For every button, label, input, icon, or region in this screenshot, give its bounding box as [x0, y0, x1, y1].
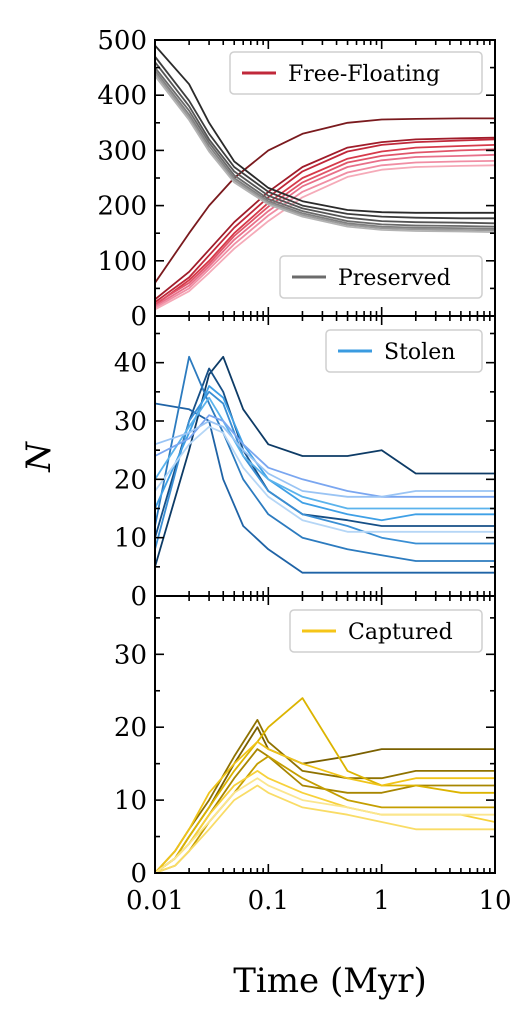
legend-box	[229, 51, 483, 95]
series-group	[155, 355, 495, 574]
y-tick-label: 10	[114, 524, 147, 554]
series-group	[155, 44, 495, 311]
preserved-line-15	[155, 75, 495, 233]
captured-line-8	[155, 784, 495, 873]
y-tick-label: 0	[130, 302, 147, 332]
y-axis-label: N	[19, 441, 59, 473]
legend-captured: Captured	[289, 609, 483, 653]
panels: 0100200300400500Free-FloatingPreserved01…	[97, 26, 511, 916]
preserved-line-14	[155, 72, 495, 232]
legend-free-floating: Free-Floating	[229, 51, 483, 95]
legend-stolen: Stolen	[325, 329, 483, 373]
captured-line-6	[155, 740, 495, 873]
y-tick-label: 0	[130, 582, 147, 612]
free-floating-line-5	[155, 148, 495, 305]
series-group	[155, 697, 495, 873]
plot-frame	[154, 595, 496, 874]
y-tick-label: 20	[114, 465, 147, 495]
stolen-line-5	[155, 390, 495, 550]
free-floating-line-8	[155, 164, 495, 311]
x-axis-label: Time (Myr)	[233, 961, 427, 1001]
legend-label: Captured	[348, 620, 453, 645]
captured-line-2	[155, 719, 495, 873]
stolen-line-10	[155, 425, 495, 533]
panel-3: 0 10 20 30 0.01 0.1 1 10 Captured	[114, 595, 512, 916]
stolen-line-8	[155, 414, 495, 498]
free-floating-line-4	[155, 144, 495, 306]
legend-label: Stolen	[384, 340, 455, 365]
y-tick-label: 500	[97, 26, 147, 56]
legend-label: Free-Floating	[288, 62, 440, 87]
preserved-line-13	[155, 69, 495, 230]
stolen-line-6	[155, 385, 495, 522]
stolen-line-7	[155, 396, 495, 510]
preserved-line-11	[155, 61, 495, 225]
preserved-line-10	[155, 56, 495, 220]
free-floating-line-1	[155, 117, 495, 284]
stolen-line-9	[155, 420, 495, 498]
stolen-line-1	[155, 355, 495, 568]
y-tick-label: 40	[114, 349, 147, 379]
panel-2: 0 10 20 30 40 Stolen	[114, 315, 496, 612]
x-tick-label: 0.01	[126, 886, 184, 916]
y-tick-label: 300	[97, 136, 147, 166]
y-tick-label: 30	[114, 407, 147, 437]
legend-label: Preserved	[338, 266, 451, 291]
free-floating-line-6	[155, 153, 495, 307]
preserved-line-9	[155, 44, 495, 214]
x-tick-label: 10	[478, 886, 511, 916]
y-tick-label: 10	[114, 786, 147, 816]
free-floating-line-7	[155, 160, 495, 309]
y-tick-label: 400	[97, 81, 147, 111]
preserved-line-12	[155, 67, 495, 228]
y-tick-label: 0	[130, 859, 147, 889]
y-tick-label: 100	[97, 247, 147, 277]
legend-preserved: Preserved	[279, 255, 483, 299]
y-tick-label: 20	[114, 713, 147, 743]
panel-1: 0 100 200 300 400 500 Free-Floating Preserved	[97, 26, 496, 332]
y-tick-label: 200	[97, 192, 147, 222]
free-floating-line-3	[155, 138, 495, 303]
captured-line-9	[155, 777, 495, 873]
legend-box	[279, 255, 483, 299]
free-floating-line-2	[155, 136, 495, 301]
x-tick-label: 0.1	[248, 886, 289, 916]
legend-box	[325, 329, 483, 373]
y-tick-label: 30	[114, 640, 147, 670]
legend-box	[289, 609, 483, 653]
captured-line-5	[155, 697, 495, 873]
x-tick-label: 1	[373, 886, 390, 916]
